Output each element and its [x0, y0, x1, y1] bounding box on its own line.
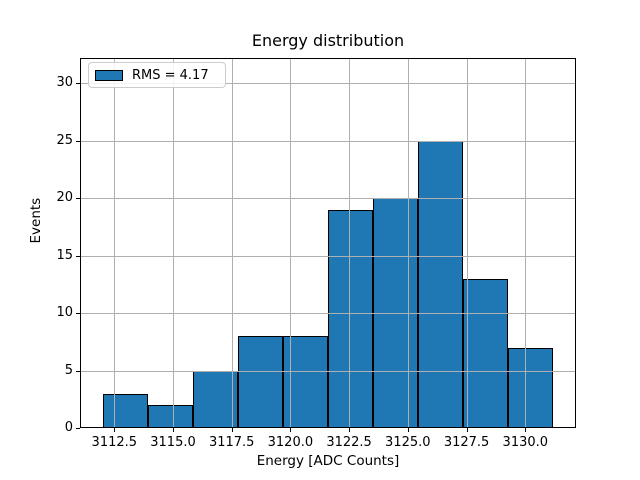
- legend-swatch: [95, 69, 123, 81]
- y-tick-mark: [76, 313, 80, 314]
- histogram-bar: [147, 405, 193, 428]
- x-tick-label: 3120.0: [267, 435, 314, 450]
- histogram-bar: [237, 336, 283, 428]
- legend: RMS = 4.17: [88, 62, 226, 88]
- x-tick-mark: [466, 428, 468, 432]
- y-tick-mark: [76, 370, 80, 372]
- bars-layer: [80, 58, 576, 428]
- x-tick-mark: [407, 428, 409, 432]
- y-tick-label: 25: [56, 132, 73, 148]
- histogram-bar: [282, 336, 328, 428]
- y-tick-mark: [76, 140, 80, 142]
- y-tick-mark: [76, 428, 80, 429]
- y-tick-label: 5: [64, 362, 73, 378]
- x-tick-label: 3127.5: [443, 435, 490, 450]
- y-tick-label: 10: [56, 305, 73, 320]
- x-tick-mark: [231, 428, 233, 432]
- legend-label: RMS = 4.17: [132, 67, 209, 83]
- y-tick-mark: [76, 83, 80, 84]
- x-tick-label: 3130.0: [502, 435, 549, 450]
- histogram-bar: [373, 198, 419, 428]
- histogram-bar: [192, 370, 238, 428]
- x-tick-mark: [173, 428, 174, 432]
- chart-title: Energy distribution: [251, 31, 405, 50]
- y-tick-label: 15: [56, 247, 73, 263]
- histogram-bar: [328, 209, 374, 428]
- y-tick-label: 20: [56, 190, 73, 205]
- x-tick-label: 3125.0: [385, 435, 431, 450]
- x-tick-mark: [349, 428, 351, 432]
- histogram-bar: [463, 278, 509, 428]
- x-tick-mark: [114, 428, 116, 432]
- y-tick-label: 30: [56, 75, 73, 90]
- histogram-bar: [102, 393, 148, 428]
- x-tick-label: 3112.5: [91, 435, 138, 450]
- y-tick-label: 0: [64, 420, 73, 435]
- x-tick-mark: [290, 428, 292, 432]
- x-tick-label: 3117.5: [208, 435, 255, 450]
- y-tick-mark: [76, 198, 80, 199]
- x-axis-label: Energy [ADC Counts]: [256, 453, 400, 469]
- x-tick-mark: [525, 428, 527, 432]
- x-tick-label: 3122.5: [326, 435, 372, 450]
- y-axis-label: Events: [28, 197, 44, 244]
- plot-area: RMS = 4.17: [80, 58, 576, 428]
- histogram-bar: [508, 347, 554, 428]
- x-tick-label: 3115.0: [150, 435, 196, 450]
- histogram-bar: [418, 140, 464, 428]
- y-tick-mark: [76, 255, 80, 257]
